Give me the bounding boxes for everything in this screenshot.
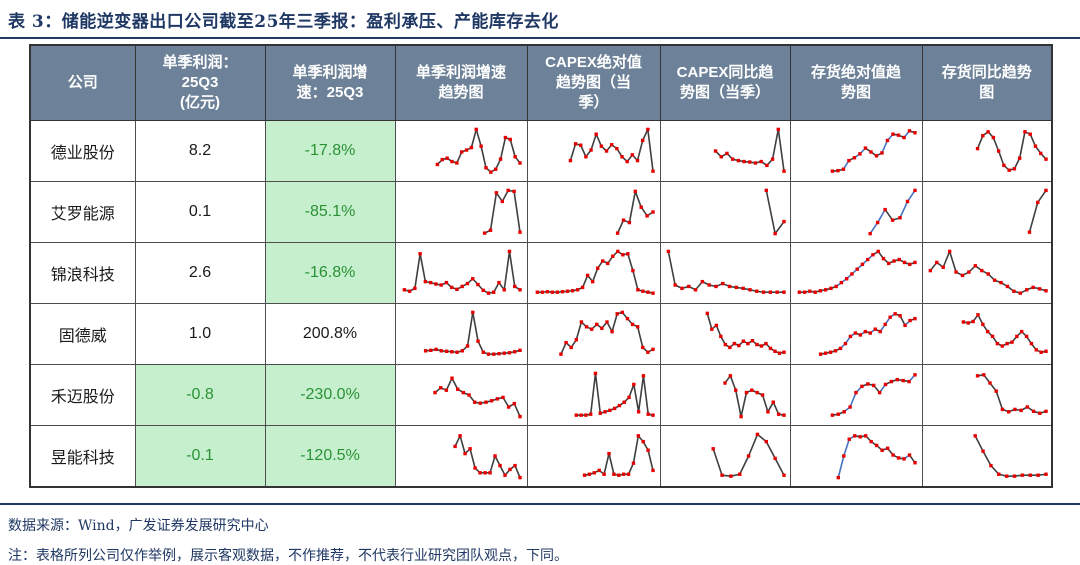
sparkline-inventory-abs-trend [793,428,919,484]
sparkline-profit-growth-trend [398,428,524,484]
sparkline-inventory-yoy-trend [924,306,1050,362]
sparkline-inventory-yoy-trend [924,245,1050,301]
sparkline-profit-growth-trend [398,184,524,240]
column-header-7: 存货同比趋势 图 [922,45,1052,121]
column-header-3: 单季利润增速 趋势图 [395,45,527,121]
company-name: 固德威 [30,304,135,365]
profit-growth-value: -230.0% [265,365,395,426]
profit-value: 2.6 [135,243,265,304]
sparkline-capex-abs-trend [531,367,657,423]
sparkline-cell-profit-growth-trend [395,121,527,182]
column-header-1: 单季利润： 25Q3 (亿元) [135,45,265,121]
company-name: 德业股份 [30,121,135,182]
sparkline-capex-yoy-trend [662,367,788,423]
company-name: 锦浪科技 [30,243,135,304]
sparkline-cell-profit-growth-trend [395,365,527,426]
profit-value: 8.2 [135,121,265,182]
sparkline-cell-capex-abs-trend [527,243,660,304]
sparkline-profit-growth-trend [398,306,524,362]
sparkline-cell-capex-yoy-trend [660,182,790,243]
profit-growth-value: 200.8% [265,304,395,365]
sparkline-capex-yoy-trend [662,428,788,484]
sparkline-inventory-abs-trend [793,306,919,362]
sparkline-inventory-yoy-trend [924,184,1050,240]
column-header-0: 公司 [30,45,135,121]
profit-growth-value: -120.5% [265,426,395,488]
sparkline-cell-inventory-abs-trend [790,365,922,426]
sparkline-cell-inventory-yoy-trend [922,121,1052,182]
profit-value: 0.1 [135,182,265,243]
sparkline-cell-capex-abs-trend [527,426,660,488]
sparkline-cell-inventory-yoy-trend [922,365,1052,426]
sparkline-cell-capex-abs-trend [527,365,660,426]
figure-title: 表 3：储能逆变器出口公司截至25年三季报：盈利承压、产能库存去化 [0,0,1080,37]
company-name: 禾迈股份 [30,365,135,426]
sparkline-inventory-yoy-trend [924,367,1050,423]
profit-growth-value: -16.8% [265,243,395,304]
company-name: 昱能科技 [30,426,135,488]
profit-value: -0.1 [135,426,265,488]
sparkline-inventory-yoy-trend [924,123,1050,179]
sparkline-profit-growth-trend [398,123,524,179]
title-rule [0,37,1080,39]
sparkline-cell-inventory-yoy-trend [922,182,1052,243]
sparkline-profit-growth-trend [398,367,524,423]
sparkline-cell-inventory-abs-trend [790,121,922,182]
profit-value: -0.8 [135,365,265,426]
sparkline-cell-capex-abs-trend [527,121,660,182]
sparkline-capex-abs-trend [531,245,657,301]
sparkline-capex-abs-trend [531,428,657,484]
sparkline-cell-capex-yoy-trend [660,365,790,426]
sparkline-cell-inventory-yoy-trend [922,243,1052,304]
sparkline-capex-abs-trend [531,306,657,362]
sparkline-inventory-abs-trend [793,245,919,301]
sparkline-cell-profit-growth-trend [395,426,527,488]
sparkline-cell-inventory-abs-trend [790,182,922,243]
sparkline-capex-yoy-trend [662,123,788,179]
sparkline-capex-abs-trend [531,184,657,240]
note: 注：表格所列公司仅作举例，展示客观数据，不作推荐，不代表行业研究团队观点，下同。 [0,535,1080,565]
sparkline-cell-capex-yoy-trend [660,426,790,488]
sparkline-cell-capex-yoy-trend [660,304,790,365]
column-header-2: 单季利润增 速：25Q3 [265,45,395,121]
sparkline-cell-capex-yoy-trend [660,121,790,182]
sparkline-capex-yoy-trend [662,306,788,362]
sparkline-cell-inventory-abs-trend [790,243,922,304]
sparkline-cell-capex-abs-trend [527,182,660,243]
sparkline-cell-inventory-abs-trend [790,304,922,365]
sparkline-inventory-yoy-trend [924,428,1050,484]
sparkline-cell-inventory-abs-trend [790,426,922,488]
column-header-4: CAPEX绝对值 趋势图（当 季） [527,45,660,121]
company-name: 艾罗能源 [30,182,135,243]
profit-growth-value: -17.8% [265,121,395,182]
table-row: 禾迈股份-0.8-230.0% [30,365,1052,426]
sparkline-capex-yoy-trend [662,184,788,240]
sparkline-cell-capex-yoy-trend [660,243,790,304]
table-row: 昱能科技-0.1-120.5% [30,426,1052,488]
sparkline-cell-capex-abs-trend [527,304,660,365]
profit-value: 1.0 [135,304,265,365]
column-header-6: 存货绝对值趋 势图 [790,45,922,121]
sparkline-inventory-abs-trend [793,184,919,240]
sparkline-profit-growth-trend [398,245,524,301]
sparkline-capex-yoy-trend [662,245,788,301]
profit-growth-value: -85.1% [265,182,395,243]
sparkline-cell-inventory-yoy-trend [922,426,1052,488]
sparkline-cell-profit-growth-trend [395,304,527,365]
sparkline-inventory-abs-trend [793,367,919,423]
sparkline-inventory-abs-trend [793,123,919,179]
sparkline-cell-profit-growth-trend [395,182,527,243]
sparkline-cell-inventory-yoy-trend [922,304,1052,365]
data-source: 数据来源：Wind，广发证券发展研究中心 [0,505,1080,535]
column-header-5: CAPEX同比趋 势图（当季） [660,45,790,121]
sparkline-cell-profit-growth-trend [395,243,527,304]
sparkline-capex-abs-trend [531,123,657,179]
